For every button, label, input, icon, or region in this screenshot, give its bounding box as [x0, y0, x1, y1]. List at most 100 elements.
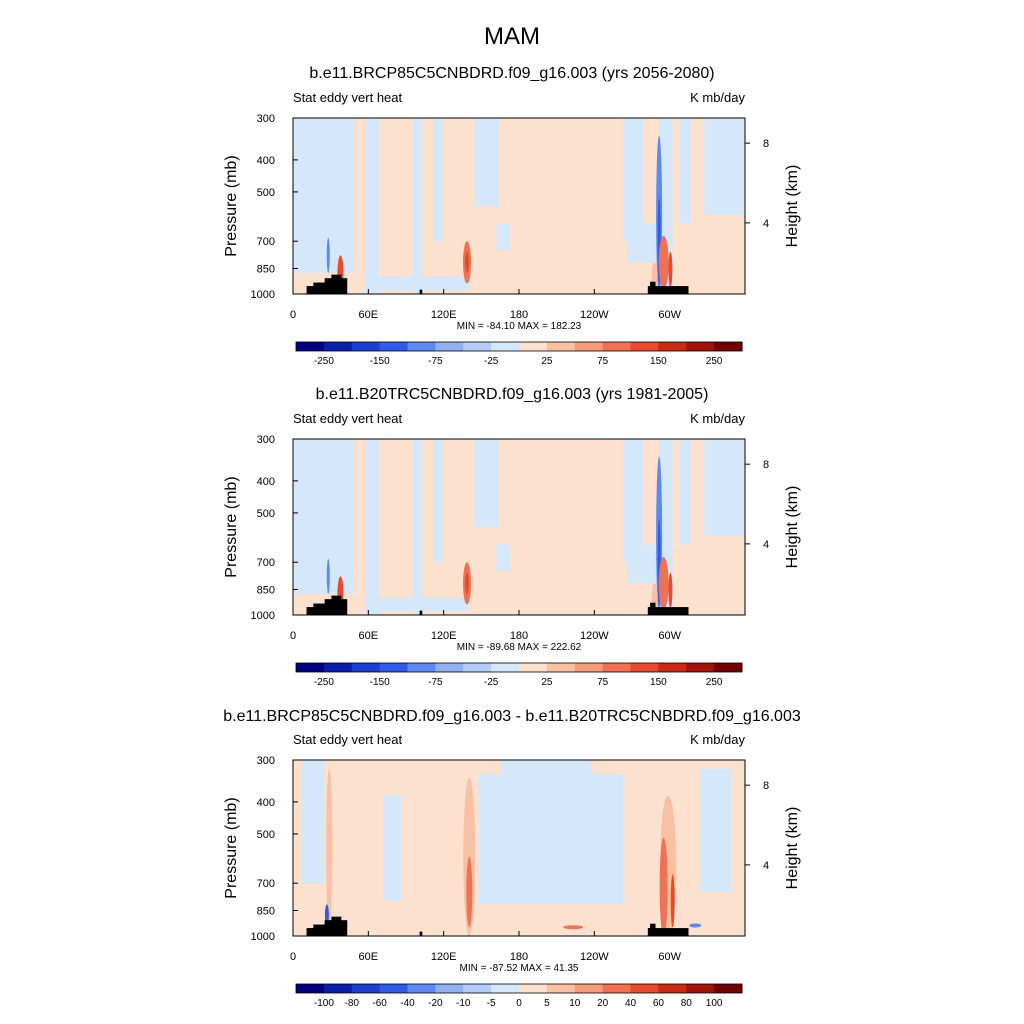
colorbar-label: 60 [653, 998, 665, 1009]
negative-core [689, 923, 702, 928]
field-background [293, 118, 745, 294]
negative-region [473, 118, 499, 206]
colorbar-swatch [323, 663, 353, 672]
negative-region [412, 439, 422, 615]
land-mask [419, 610, 423, 615]
colorbar-swatch [323, 984, 353, 993]
negative-region [679, 118, 691, 224]
y-tick-label: 850 [257, 584, 275, 596]
colorbar-swatch [296, 984, 325, 993]
land-mask [335, 923, 343, 936]
colorbar-swatch [714, 984, 743, 993]
y-axis-title: Pressure (mb) [223, 476, 240, 577]
colorbar-label: 80 [681, 998, 693, 1009]
positive-core [670, 874, 675, 928]
min-max-stats: MIN = -84.10 MAX = 182.23 [457, 321, 582, 332]
land-mask [419, 931, 423, 936]
negative-region [496, 544, 510, 571]
colorbar-label: -250 [314, 356, 334, 367]
y-tick-label: 1000 [251, 931, 275, 943]
negative-region [293, 439, 355, 594]
colorbar-swatch [658, 984, 687, 993]
x-tick-label: 180 [510, 630, 528, 642]
y-tick-label: 850 [257, 263, 275, 275]
colorbar: -100 -80 -60 -40 -20 -10 -5 0 5 10 20 40 60 80 100 [295, 983, 743, 1009]
colorbar: -250 -150 -75 -25 25 75 150 250 [295, 341, 743, 367]
positive-core [658, 235, 669, 289]
colorbar-swatch [574, 984, 604, 993]
colorbar-swatch [351, 663, 381, 672]
colorbar-swatch [686, 342, 715, 351]
colorbar-swatch [574, 342, 604, 351]
land-mask [313, 924, 330, 936]
y-tick-label: 300 [257, 434, 275, 446]
y-right-tick-label: 4 [763, 860, 769, 872]
land-mask [341, 607, 345, 615]
colorbar-swatch [463, 663, 492, 672]
y-right-axis-title: Height (km) [784, 807, 801, 890]
colorbar-swatch [686, 984, 715, 993]
colorbar-label: -25 [484, 356, 499, 367]
colorbar-swatch [630, 663, 659, 672]
colorbar-swatch [602, 342, 631, 351]
y-tick-label: 400 [257, 797, 275, 809]
colorbar-label: -150 [370, 356, 390, 367]
negative-region [622, 118, 644, 242]
land-mask [650, 281, 656, 294]
negative-region [433, 439, 443, 563]
colorbar-label: 75 [597, 356, 609, 367]
positive-core [668, 572, 673, 608]
y-right-axis-title: Height (km) [784, 165, 801, 248]
colorbar-label: 250 [706, 356, 723, 367]
colorbar-label: -25 [484, 677, 499, 688]
x-tick-label: 60E [359, 951, 379, 963]
colorbar: -250 -150 -75 -25 25 75 150 250 [295, 662, 743, 688]
colorbar-label: 5 [544, 998, 550, 1009]
x-tick-label: 60W [658, 309, 681, 321]
x-tick-label: 120E [431, 630, 457, 642]
colorbar-swatch [296, 663, 325, 672]
colorbar-label: 25 [541, 356, 553, 367]
colorbar-swatch [435, 663, 464, 672]
colorbar-label: 40 [625, 998, 637, 1009]
colorbar-swatch [686, 663, 715, 672]
y-axis-title: Pressure (mb) [223, 797, 240, 898]
negative-region [704, 118, 745, 215]
colorbar-swatch [630, 984, 659, 993]
colorbar-label: -150 [370, 677, 390, 688]
field-background [293, 439, 745, 615]
min-max-stats: MIN = -87.52 MAX = 41.35 [460, 963, 579, 974]
colorbar-swatch [351, 984, 381, 993]
negative-region [302, 760, 325, 884]
heatmap-field [293, 760, 745, 936]
colorbar-frame [295, 662, 743, 673]
land-mask [335, 281, 343, 294]
colorbar-swatch [574, 663, 604, 672]
colorbar-swatch [630, 342, 659, 351]
chart-panel-1: b.e11.BRCP85C5CNBDRD.f09_g16.003 (yrs 20… [223, 65, 801, 367]
x-tick-label: 120E [431, 309, 457, 321]
colorbar-swatch [435, 984, 464, 993]
land-mask [650, 923, 656, 936]
y-tick-label: 500 [257, 829, 275, 841]
x-tick-label: 60W [658, 951, 681, 963]
negative-region [433, 118, 443, 242]
colorbar-swatch [351, 342, 381, 351]
colorbar-label: 75 [597, 677, 609, 688]
y-right-tick-label: 4 [763, 539, 769, 551]
colorbar-swatch [546, 663, 576, 672]
colorbar-swatch [463, 342, 492, 351]
chart-panel-2: b.e11.B20TRC5CNBDRD.f09_g16.003 (yrs 198… [223, 386, 801, 688]
colorbar-label: 0 [516, 998, 522, 1009]
colorbar-swatch [435, 342, 464, 351]
colorbar-swatch [379, 342, 408, 351]
x-tick-label: 120W [580, 630, 609, 642]
land-mask [313, 282, 330, 294]
negative-core [326, 237, 330, 273]
colorbar-swatch [519, 984, 548, 993]
x-tick-label: 180 [510, 951, 528, 963]
positive-core [465, 572, 470, 594]
land-mask [647, 286, 689, 294]
positive-core [466, 856, 473, 928]
